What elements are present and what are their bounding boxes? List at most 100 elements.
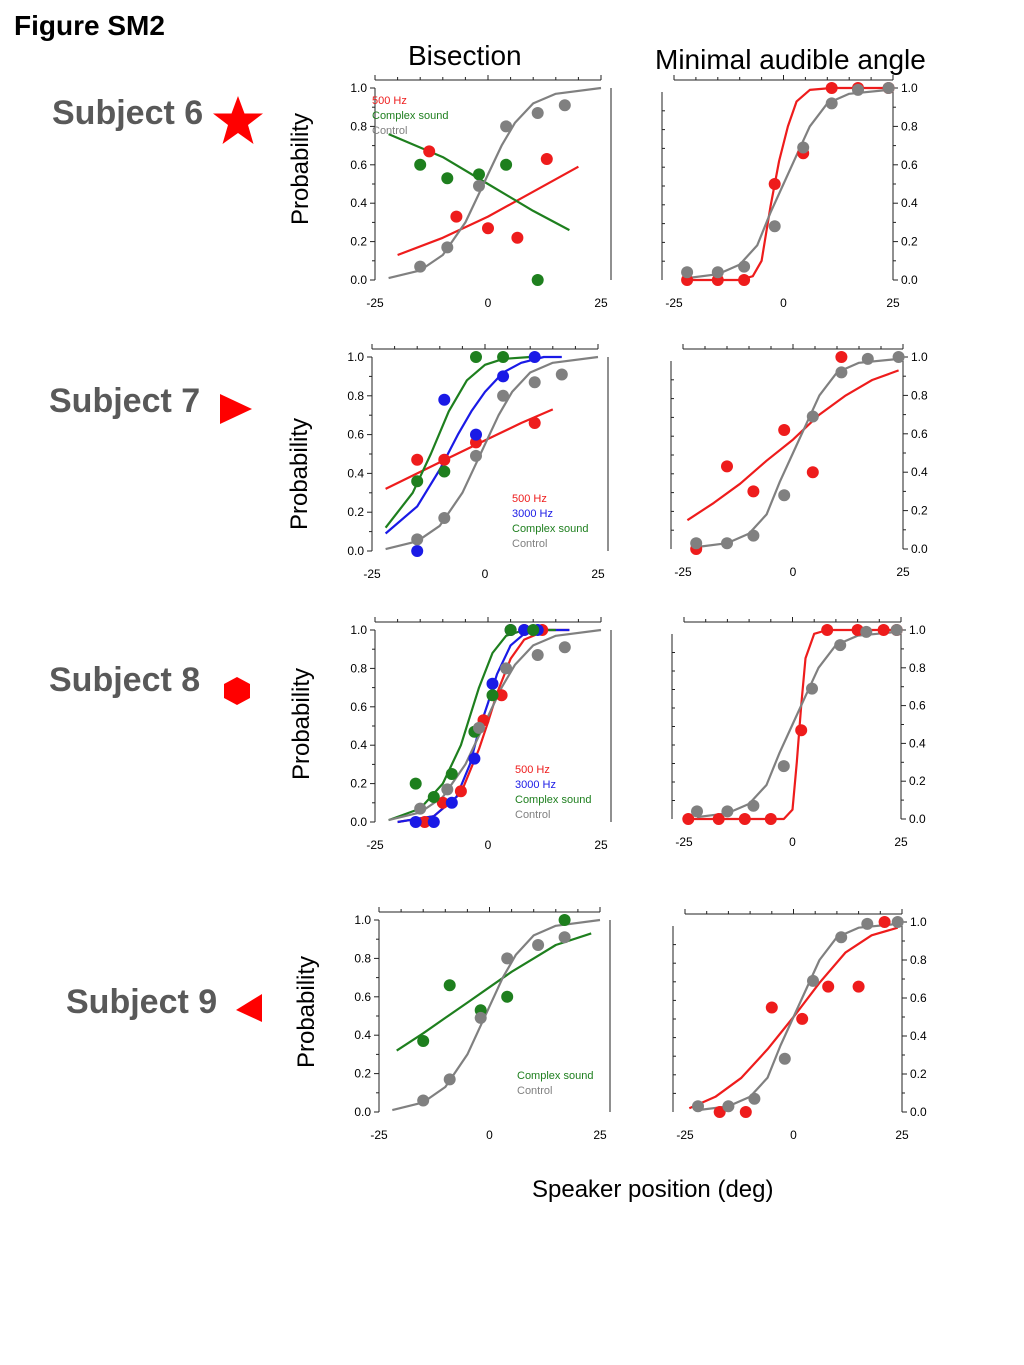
y-tick-label: 1.0 bbox=[347, 350, 364, 364]
x-tick-label: 0 bbox=[790, 565, 797, 579]
series-1-data-point bbox=[417, 1035, 430, 1047]
series-1-data-point bbox=[747, 485, 760, 498]
series-1-data-point bbox=[454, 785, 467, 798]
series-1-data-point bbox=[764, 813, 777, 825]
y-tick-label: 0.6 bbox=[354, 990, 371, 1004]
series-4-data-point bbox=[414, 802, 427, 815]
series-2-data-point bbox=[890, 624, 903, 636]
y-tick-label: 0.6 bbox=[901, 158, 918, 172]
series-4-data-point bbox=[558, 641, 571, 654]
series-3-data-point bbox=[409, 777, 422, 790]
legend-entry: Control bbox=[372, 125, 407, 137]
series-3-data-point bbox=[500, 120, 513, 133]
series-1-data-point bbox=[877, 624, 890, 636]
series-3-fit-curve bbox=[384, 355, 531, 529]
series-2-data-point bbox=[747, 529, 760, 542]
series-1-data-point bbox=[712, 813, 725, 825]
y-tick-label: 0.8 bbox=[911, 388, 928, 402]
y-tick-label: 1.0 bbox=[910, 915, 927, 929]
series-3-data-point bbox=[438, 465, 451, 478]
series-2-data-point bbox=[531, 274, 544, 286]
y-tick-label: 1.0 bbox=[354, 913, 371, 927]
y-tick-label: 1.0 bbox=[350, 623, 367, 637]
series-2-data-point bbox=[861, 917, 874, 930]
x-tick-label: 25 bbox=[594, 838, 608, 852]
x-tick-label: -25 bbox=[366, 296, 384, 310]
x-tick-label: -25 bbox=[676, 1128, 694, 1142]
series-2-data-point bbox=[807, 974, 819, 987]
series-3-data-point bbox=[497, 351, 510, 363]
legend-entry: 500 Hz bbox=[372, 95, 407, 107]
y-tick-label: 0.8 bbox=[901, 119, 918, 133]
series-2-data-point bbox=[721, 537, 733, 550]
series-2-fit-curve bbox=[392, 918, 601, 1112]
series-2-data-point bbox=[825, 97, 838, 110]
series-2-data-point bbox=[409, 816, 422, 828]
y-tick-label: 0.6 bbox=[909, 699, 926, 713]
x-tick-label: 25 bbox=[896, 565, 910, 579]
series-1-data-point bbox=[852, 980, 865, 993]
series-3-data-point bbox=[470, 351, 482, 363]
series-1-data-point bbox=[501, 990, 514, 1003]
legend-entry: Control bbox=[512, 538, 547, 550]
series-2-data-point bbox=[892, 351, 905, 363]
x-tick-label: 0 bbox=[790, 1128, 797, 1142]
legend-entry: 500 Hz bbox=[515, 764, 550, 776]
chart-panel-2: 0.0 0.2 0.4 0.6 0.8 1.0 -25 0 25 bbox=[661, 75, 918, 310]
hexagon-icon bbox=[224, 677, 250, 705]
legend-entry: Control bbox=[515, 809, 550, 821]
series-2-data-point bbox=[681, 266, 694, 279]
series-1-data-point bbox=[528, 417, 541, 429]
series-1-data-point bbox=[835, 351, 848, 363]
y-tick-label: 0.4 bbox=[909, 736, 926, 750]
series-2-data-point bbox=[835, 931, 848, 944]
series-2-data-point bbox=[411, 545, 424, 557]
series-2-data-point bbox=[806, 410, 819, 423]
y-tick-label: 0.0 bbox=[910, 1105, 927, 1119]
series-2-data-point bbox=[497, 370, 510, 383]
series-4-data-point bbox=[473, 721, 485, 734]
triangle-right-icon bbox=[220, 394, 252, 424]
series-2-data-point bbox=[690, 537, 703, 550]
series-1-data-point bbox=[795, 724, 808, 737]
column-title-bisection: Bisection bbox=[408, 40, 522, 71]
y-tick-label: 0.6 bbox=[910, 991, 927, 1005]
y-tick-label: 0.6 bbox=[911, 427, 928, 441]
y-tick-label: 0.8 bbox=[350, 119, 367, 133]
series-4-data-point bbox=[497, 389, 510, 402]
series-1-data-point bbox=[713, 1106, 726, 1118]
y-tick-label: 0.8 bbox=[354, 951, 371, 965]
series-2-data-point bbox=[486, 677, 499, 690]
series-2-data-point bbox=[738, 260, 751, 273]
series-1-data-point bbox=[765, 1001, 778, 1014]
series-1-data-point bbox=[495, 689, 508, 702]
series-1-fit-curve bbox=[396, 932, 592, 1052]
legend-entry: 500 Hz bbox=[512, 493, 547, 505]
legend-entry: Complex sound bbox=[372, 110, 448, 122]
series-4-data-point bbox=[531, 649, 544, 661]
series-1-data-point bbox=[738, 274, 751, 286]
series-2-data-point bbox=[722, 1100, 735, 1113]
series-3-data-point bbox=[531, 107, 544, 119]
series-2-data-point bbox=[518, 624, 531, 636]
series-1-data-point bbox=[778, 424, 791, 436]
series-1-data-point bbox=[878, 916, 891, 928]
series-2-data-point bbox=[473, 168, 485, 181]
x-tick-label: 25 bbox=[593, 1128, 607, 1142]
chart-panel-5: 0.0 0.2 0.4 0.6 0.8 1.0 -25 0 25 500 Hz 3000 Hz Com… bbox=[350, 617, 612, 852]
chart-panel-6: 0.0 0.2 0.4 0.6 0.8 1.0 -25 0 25 bbox=[671, 617, 926, 849]
series-2-data-point bbox=[835, 366, 848, 379]
series-2-data-point bbox=[768, 220, 781, 233]
x-tick-label: 25 bbox=[886, 296, 900, 310]
series-1-data-point bbox=[738, 813, 751, 825]
chart-panel-7: 0.0 0.2 0.4 0.6 0.8 1.0 -25 0 25 Complex sound Con… bbox=[354, 907, 611, 1142]
series-2-data-point bbox=[532, 939, 545, 951]
x-tick-label: 25 bbox=[591, 567, 605, 581]
series-2-data-point bbox=[470, 428, 482, 441]
y-tick-label: 0.6 bbox=[350, 700, 367, 714]
subject-8-label: Subject 8 bbox=[49, 661, 201, 699]
x-tick-label: 0 bbox=[485, 838, 492, 852]
series-3-data-point bbox=[411, 475, 424, 488]
series-3-data-point bbox=[441, 241, 454, 254]
series-2-data-point bbox=[747, 799, 760, 812]
